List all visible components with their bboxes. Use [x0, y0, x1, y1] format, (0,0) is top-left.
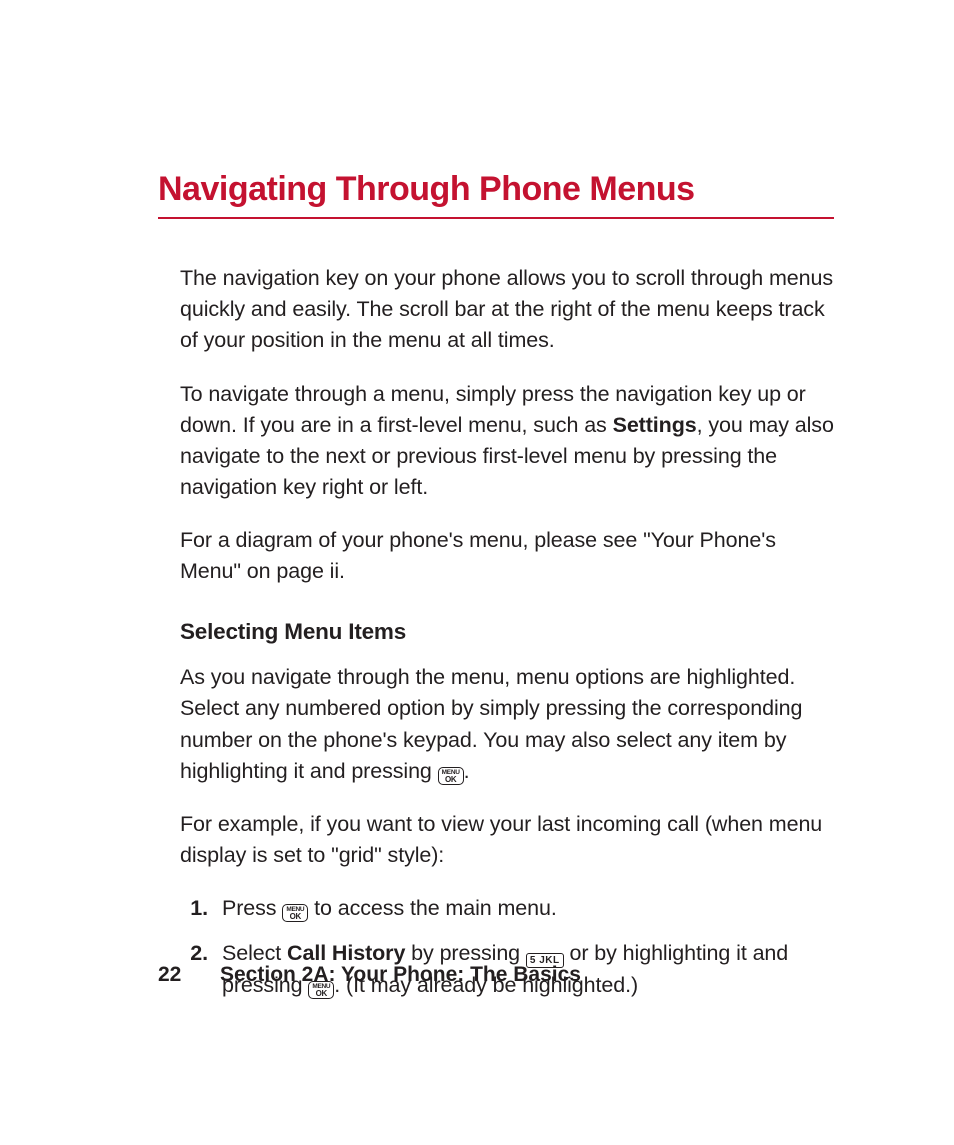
text-run: Press	[222, 896, 282, 920]
page-footer: 22Section 2A: Your Phone: The Basics	[158, 963, 581, 987]
subheading-selecting-menu-items: Selecting Menu Items	[180, 616, 834, 649]
text-run: to access the main menu.	[308, 896, 556, 920]
section-label: Section 2A: Your Phone: The Basics	[220, 963, 581, 986]
text-run: by pressing	[405, 941, 526, 965]
step-text: Press MENUOK to access the main menu.	[222, 893, 834, 924]
intro-paragraph-1: The navigation key on your phone allows …	[180, 263, 834, 357]
body-content: The navigation key on your phone allows …	[180, 263, 834, 1001]
text-run: .	[464, 759, 470, 783]
section-paragraph-4: As you navigate through the menu, menu o…	[180, 662, 834, 787]
step-item-1: 1. Press MENUOK to access the main menu.	[180, 893, 834, 924]
text-run: Select	[222, 941, 287, 965]
intro-paragraph-2: To navigate through a menu, simply press…	[180, 379, 834, 504]
text-run: As you navigate through the menu, menu o…	[180, 665, 802, 783]
page-number: 22	[158, 963, 220, 987]
bold-settings: Settings	[613, 413, 697, 437]
page-title: Navigating Through Phone Menus	[158, 170, 834, 219]
intro-paragraph-3: For a diagram of your phone's menu, plea…	[180, 525, 834, 587]
manual-page: Navigating Through Phone Menus The navig…	[0, 0, 954, 1145]
menu-ok-key-icon: MENUOK	[282, 904, 308, 922]
menu-ok-key-icon: MENUOK	[438, 767, 464, 785]
step-number: 1.	[180, 893, 222, 924]
section-paragraph-5: For example, if you want to view your la…	[180, 809, 834, 871]
bold-call-history: Call History	[287, 941, 405, 965]
